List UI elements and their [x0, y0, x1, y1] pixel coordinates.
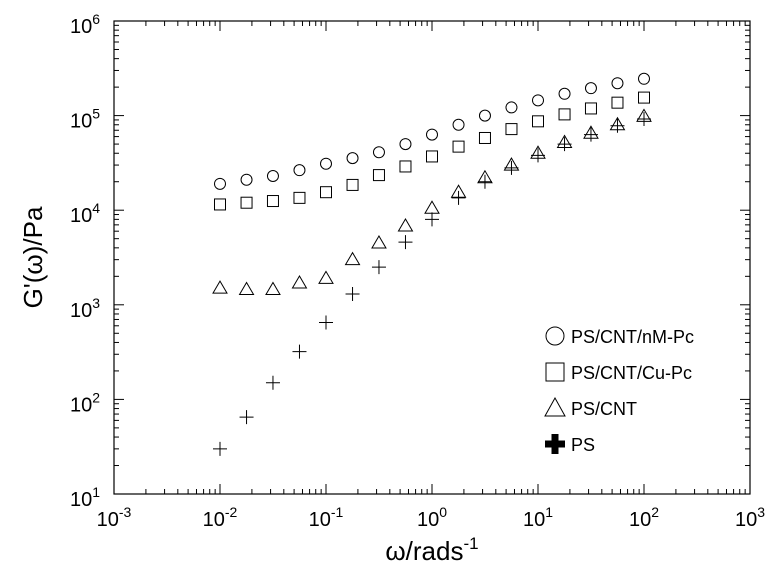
data-point-plus	[531, 148, 545, 163]
data-point-plus	[610, 118, 625, 133]
data-point-circle	[293, 164, 306, 177]
data-point-circle	[611, 77, 624, 90]
x-tick-label: 103	[735, 504, 765, 531]
data-point-plus	[398, 235, 413, 250]
legend-label: PS	[571, 435, 595, 455]
data-point-triangle	[371, 235, 387, 249]
data-point-square	[611, 96, 624, 109]
legend-label: PS/CNT	[571, 399, 637, 419]
data-point-plus	[557, 137, 572, 152]
data-point-square	[240, 196, 253, 209]
data-point-square	[452, 140, 465, 153]
data-point-square	[558, 108, 571, 121]
data-point-plus	[504, 160, 519, 175]
data-point-square	[266, 195, 279, 208]
data-point-plus	[265, 375, 280, 390]
data-point-circle	[346, 152, 359, 165]
y-tick-label: 102	[70, 389, 100, 416]
data-point-triangle	[291, 275, 308, 289]
data-point-square	[505, 123, 518, 136]
legend-marker-square	[545, 362, 565, 382]
data-point-triangle	[344, 251, 361, 266]
data-point-square	[638, 91, 650, 104]
data-point-plus	[319, 315, 333, 330]
data-point-plus	[239, 410, 254, 425]
data-point-square	[426, 150, 438, 163]
data-point-circle	[320, 157, 332, 170]
data-point-plus	[371, 260, 386, 275]
y-tick-label: 106	[70, 11, 100, 38]
data-point-square	[532, 115, 544, 128]
legend-label: PS/CNT/Cu-Pc	[571, 363, 692, 383]
data-point-square	[584, 102, 597, 115]
data-point-triangle	[212, 280, 228, 294]
data-point-square	[214, 198, 226, 211]
data-point-circle	[214, 177, 226, 190]
y-tick-label: 104	[70, 200, 100, 227]
legend-marker-circle	[545, 326, 565, 346]
data-point-circle	[558, 87, 571, 100]
y-tick-label: 101	[70, 484, 100, 511]
x-tick-label: 101	[523, 504, 553, 531]
data-point-square	[478, 131, 491, 144]
data-point-square	[346, 178, 359, 191]
data-point-circle	[532, 94, 544, 107]
data-markers	[212, 72, 652, 456]
axis-ticks	[113, 20, 751, 495]
tick-labels: 10-3 10-2 10-1 100 101 102 103 101 102 103 104 105 1…	[70, 11, 765, 531]
x-tick-label: 100	[417, 504, 447, 531]
x-tick-label: 10-2	[203, 504, 238, 531]
data-point-triangle	[424, 200, 440, 214]
data-point-plus	[292, 344, 307, 359]
data-point-square	[372, 169, 385, 182]
data-point-circle	[399, 138, 412, 151]
legend: PS/CNT/nM-Pc PS/CNT/Cu-Pc PS/CNT PS	[544, 326, 694, 455]
data-point-square	[399, 160, 412, 173]
data-point-circle	[505, 101, 518, 114]
data-point-plus	[345, 287, 360, 302]
plot-frame	[113, 20, 751, 495]
data-point-triangle	[397, 218, 414, 232]
x-axis-title: ω/rads-1	[385, 534, 478, 566]
axis-titles: ω/rads-1 G'(ω)/Pa	[18, 206, 479, 566]
data-point-triangle	[238, 281, 255, 296]
data-point-circle	[452, 118, 465, 131]
data-point-circle	[638, 72, 650, 85]
x-tick-label: 10-1	[309, 504, 344, 531]
data-point-plus	[425, 212, 439, 227]
y-tick-label: 105	[70, 106, 100, 133]
data-point-circle	[426, 128, 438, 141]
data-point-circle	[372, 146, 385, 159]
y-axis-title: G'(ω)/Pa	[18, 206, 48, 308]
data-point-circle	[266, 169, 279, 182]
data-point-triangle	[318, 270, 334, 284]
data-point-square	[320, 186, 332, 199]
legend-label: PS/CNT/nM-Pc	[571, 327, 694, 347]
data-point-plus	[213, 441, 227, 456]
legend-marker-triangle	[544, 396, 566, 417]
data-point-plus	[451, 190, 466, 205]
data-point-square	[293, 191, 306, 204]
data-point-circle	[584, 82, 597, 95]
data-point-circle	[478, 109, 491, 122]
x-tick-label: 102	[629, 504, 659, 531]
data-point-plus	[477, 174, 492, 189]
data-point-circle	[240, 173, 253, 186]
y-tick-label: 103	[70, 295, 100, 322]
data-point-triangle	[265, 281, 281, 296]
data-point-plus	[583, 127, 598, 142]
legend-marker-plus	[545, 434, 565, 454]
data-point-plus	[637, 112, 651, 127]
x-tick-label: 10-3	[97, 504, 132, 531]
